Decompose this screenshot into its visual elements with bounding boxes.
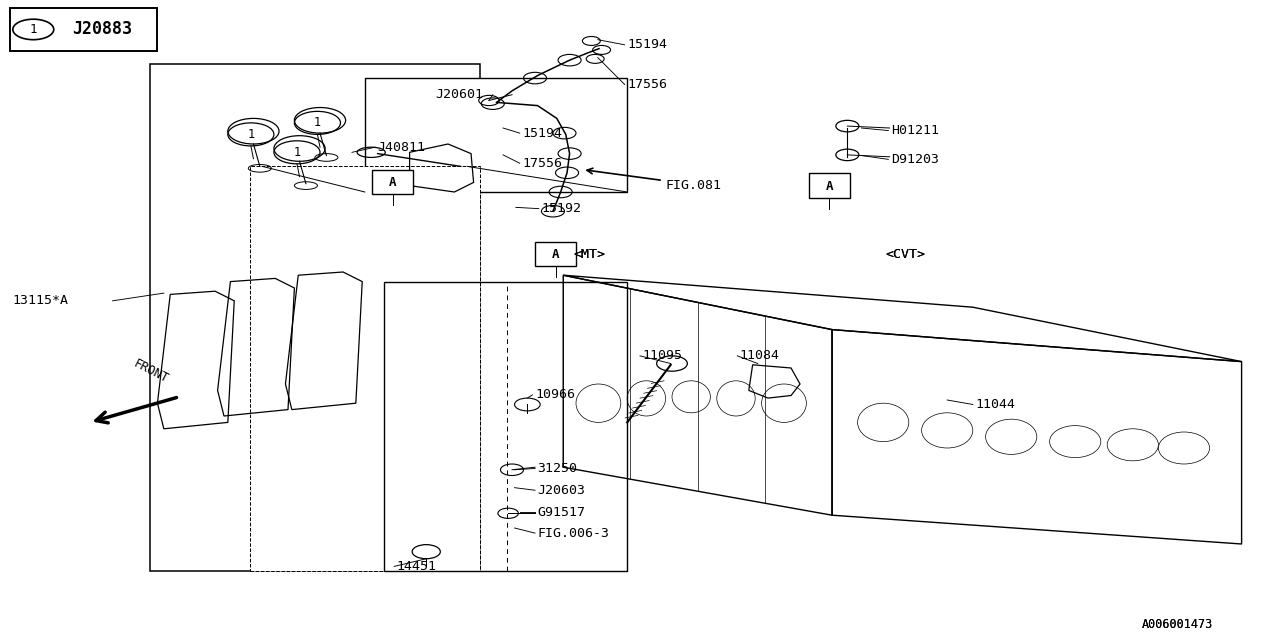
Text: 1: 1: [314, 116, 321, 129]
Text: <CVT>: <CVT>: [886, 248, 925, 260]
Text: H01211: H01211: [891, 124, 938, 137]
Text: 14451: 14451: [397, 560, 436, 573]
Text: A: A: [552, 248, 559, 261]
Text: A006001473: A006001473: [1142, 618, 1213, 630]
Bar: [809, 173, 850, 198]
Text: 11095: 11095: [643, 349, 682, 362]
Text: 1: 1: [293, 146, 301, 159]
Text: J20883: J20883: [72, 20, 132, 38]
Text: A006001473: A006001473: [1142, 618, 1213, 630]
Text: 10966: 10966: [535, 388, 575, 401]
Bar: [250, 166, 480, 571]
Text: 31250: 31250: [538, 462, 577, 475]
Bar: [150, 64, 480, 571]
Text: A: A: [826, 180, 833, 193]
Text: 17556: 17556: [522, 157, 562, 170]
Text: J40811: J40811: [378, 141, 425, 154]
Text: 1: 1: [247, 128, 255, 141]
Text: <MT>: <MT>: [573, 248, 605, 260]
Text: J20603: J20603: [538, 484, 586, 497]
Bar: [365, 78, 627, 192]
Text: FRONT: FRONT: [132, 356, 170, 385]
Text: FIG.081: FIG.081: [666, 179, 722, 192]
Text: 17556: 17556: [627, 78, 667, 91]
Bar: [10, 8, 157, 51]
Text: 15194: 15194: [522, 127, 562, 140]
Text: 11084: 11084: [740, 349, 780, 362]
Text: <MT>: <MT>: [573, 248, 605, 260]
Text: 11044: 11044: [975, 398, 1015, 411]
Text: FIG.006-3: FIG.006-3: [538, 527, 609, 540]
Text: <CVT>: <CVT>: [886, 248, 925, 260]
Text: J20601: J20601: [435, 88, 484, 101]
Text: 15192: 15192: [541, 202, 581, 215]
Bar: [535, 242, 576, 266]
Text: 15194: 15194: [627, 38, 667, 51]
Bar: [372, 170, 413, 194]
Text: 1: 1: [29, 23, 37, 36]
Text: 13115*A: 13115*A: [13, 294, 69, 307]
Text: D91203: D91203: [891, 153, 938, 166]
Text: G91517: G91517: [538, 506, 586, 518]
Text: A: A: [389, 176, 397, 189]
